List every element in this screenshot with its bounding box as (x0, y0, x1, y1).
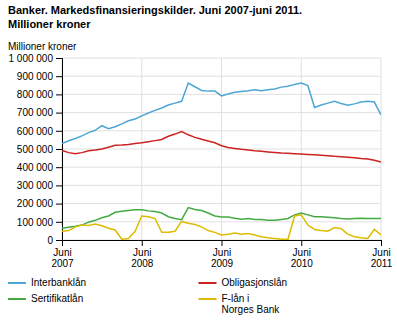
tick: 300 000 (17, 180, 62, 191)
tick-label: Juni2008 (131, 247, 154, 269)
tick-mark (56, 58, 62, 59)
tick: Juni2008 (131, 240, 154, 269)
text-line: Norges Bank (222, 304, 281, 315)
grid (62, 58, 381, 240)
lines (62, 83, 381, 239)
tick-label: Juni2007 (51, 247, 74, 269)
tick-label: 500 000 (17, 144, 54, 155)
series-line (62, 132, 381, 163)
tick-mark (222, 240, 223, 246)
text-line: Juni (293, 247, 311, 258)
legend-swatch (199, 298, 217, 300)
legend: Interbanklån Obligasjonslån Sertifikatlån F… (8, 277, 287, 315)
tick-label: 600 000 (17, 126, 54, 137)
legend-label: Interbanklån (31, 277, 86, 288)
title: Banker. Markedsfinansieringskilder. Juni… (8, 4, 302, 16)
text-line: 2009 (211, 258, 234, 269)
text-line: Juni (53, 247, 71, 258)
legend-swatch (199, 282, 217, 284)
tick-mark (56, 185, 62, 186)
grid-line (381, 58, 382, 240)
text-line: 2008 (131, 258, 154, 269)
tick-mark (56, 149, 62, 150)
text-line: F-lån i (222, 293, 250, 304)
tick-label: 0 (47, 235, 53, 246)
legend-label: Sertifikatlån (31, 293, 83, 304)
legend-swatch (8, 298, 26, 300)
tick: 100 000 (17, 217, 62, 228)
grid-line (221, 58, 222, 240)
text-line: Interbanklån (31, 277, 86, 288)
tick-label: 900 000 (17, 71, 54, 82)
tick: 0 (47, 235, 62, 246)
tick: 200 000 (17, 198, 62, 209)
tick-mark (56, 76, 62, 77)
legend-swatch (8, 282, 26, 284)
x-axis: Juni2007Juni2008Juni2009Juni2010Juni2011 (51, 240, 392, 269)
tick-label: 100 000 (17, 217, 54, 228)
tick-mark (56, 131, 62, 132)
tick: Juni2011 (371, 240, 393, 269)
chart-container: Banker. Markedsfinansieringskilder. Juni… (0, 0, 397, 322)
tick-label: 800 000 (17, 89, 54, 100)
tick-mark (56, 94, 62, 95)
tick: 400 000 (17, 162, 62, 173)
tick-label: 700 000 (17, 107, 54, 118)
y-axis-label: Millioner kroner (8, 41, 77, 52)
text-line: 2011 (371, 258, 393, 269)
tick-mark (56, 240, 62, 241)
legend-label: Obligasjonslån (222, 277, 288, 288)
series-line (62, 215, 381, 239)
tick-mark (62, 240, 63, 246)
text-line: Juni (133, 247, 151, 258)
tick-mark (56, 167, 62, 168)
tick-mark (56, 222, 62, 223)
tick-label: 200 000 (17, 198, 54, 209)
tick-mark (301, 240, 302, 246)
tick: 500 000 (17, 144, 62, 155)
tick-mark (56, 113, 62, 114)
tick-label: Juni2009 (211, 247, 234, 269)
text-line: 2007 (51, 258, 74, 269)
axis-line (63, 241, 382, 247)
tick: Juni2007 (51, 240, 74, 269)
series-line (62, 83, 381, 143)
tick-label: 400 000 (17, 162, 54, 173)
text-line: 2010 (291, 258, 314, 269)
tick-label: 1 000 000 (9, 53, 54, 64)
tick-label: Juni2011 (371, 247, 393, 269)
legend-item: Sertifikatlån (8, 293, 83, 304)
chart: Banker. Markedsfinansieringskilder. Juni… (0, 0, 397, 322)
tick: Juni2010 (291, 240, 314, 269)
grid-line (141, 58, 142, 240)
tick: 800 000 (17, 89, 62, 100)
legend-item: Interbanklån (8, 277, 86, 288)
legend-label: F-lån iNorges Bank (222, 293, 281, 315)
axis-line (56, 59, 63, 241)
tick: 600 000 (17, 126, 62, 137)
tick: 700 000 (17, 107, 62, 118)
tick-label: Juni2010 (291, 247, 314, 269)
plot: 0 100 000 200 000 300 000 400 000 500 000 600 … (9, 53, 393, 269)
tick: 1 000 000 (9, 53, 63, 64)
tick: 900 000 (17, 71, 62, 82)
text-line: Juni (372, 247, 390, 258)
text-line: Sertifikatlån (31, 293, 83, 304)
tick: Juni2009 (211, 240, 234, 269)
legend-item: Obligasjonslån (199, 277, 288, 288)
text-line: Obligasjonslån (222, 277, 288, 288)
tick-mark (142, 240, 143, 246)
tick-mark (56, 204, 62, 205)
y-axis: 0 100 000 200 000 300 000 400 000 500 000 600 … (9, 53, 63, 246)
subtitle: Millioner kroner (8, 18, 91, 30)
tick-mark (381, 240, 382, 246)
series-line (62, 208, 381, 229)
tick-label: 300 000 (17, 180, 54, 191)
text-line: Juni (213, 247, 231, 258)
legend-item: F-lån iNorges Bank (199, 293, 281, 315)
